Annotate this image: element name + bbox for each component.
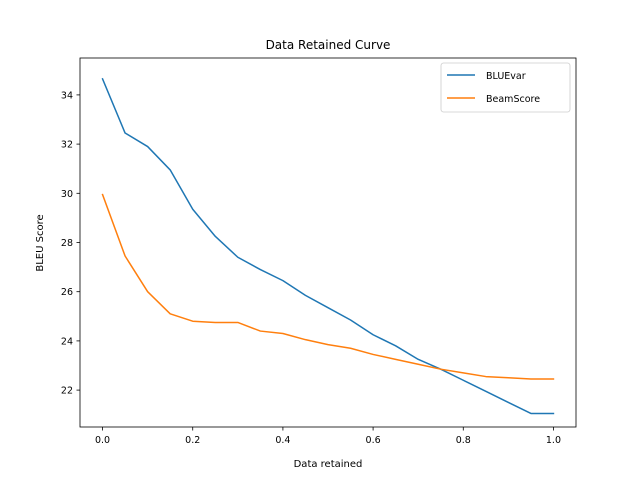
series-lines bbox=[101, 77, 555, 415]
y-tick-label: 24 bbox=[61, 336, 73, 347]
x-tick-label: 0.6 bbox=[366, 435, 381, 446]
series-line-beamscore bbox=[101, 193, 555, 380]
y-tick-label: 26 bbox=[61, 287, 73, 298]
x-tick-label: 0.4 bbox=[275, 435, 290, 446]
y-axis-label: BLEU Score bbox=[35, 214, 46, 271]
legend-label-beamscore: BeamScore bbox=[486, 94, 540, 105]
y-tick-label: 30 bbox=[61, 189, 73, 200]
y-tick-label: 34 bbox=[61, 90, 73, 101]
x-tick-label: 0.0 bbox=[95, 435, 110, 446]
x-axis-label: Data retained bbox=[294, 459, 363, 470]
y-tick-label: 32 bbox=[61, 140, 73, 151]
plot-area: 0.0 0.2 0.4 0.6 0.8 1.0 22 24 26 28 30 32 34 bbox=[61, 57, 577, 446]
x-tick-label: 0.8 bbox=[456, 435, 471, 446]
y-tick-label: 22 bbox=[61, 386, 73, 397]
series-line-bluevar bbox=[101, 77, 555, 415]
y-tick-label: 28 bbox=[61, 238, 73, 249]
legend: BLUEvar BeamScore bbox=[440, 62, 571, 113]
chart-title: Data Retained Curve bbox=[266, 38, 391, 52]
x-tick-label: 0.2 bbox=[185, 435, 200, 446]
x-tick-label: 1.0 bbox=[546, 435, 561, 446]
legend-label-bluevar: BLUEvar bbox=[486, 71, 526, 82]
